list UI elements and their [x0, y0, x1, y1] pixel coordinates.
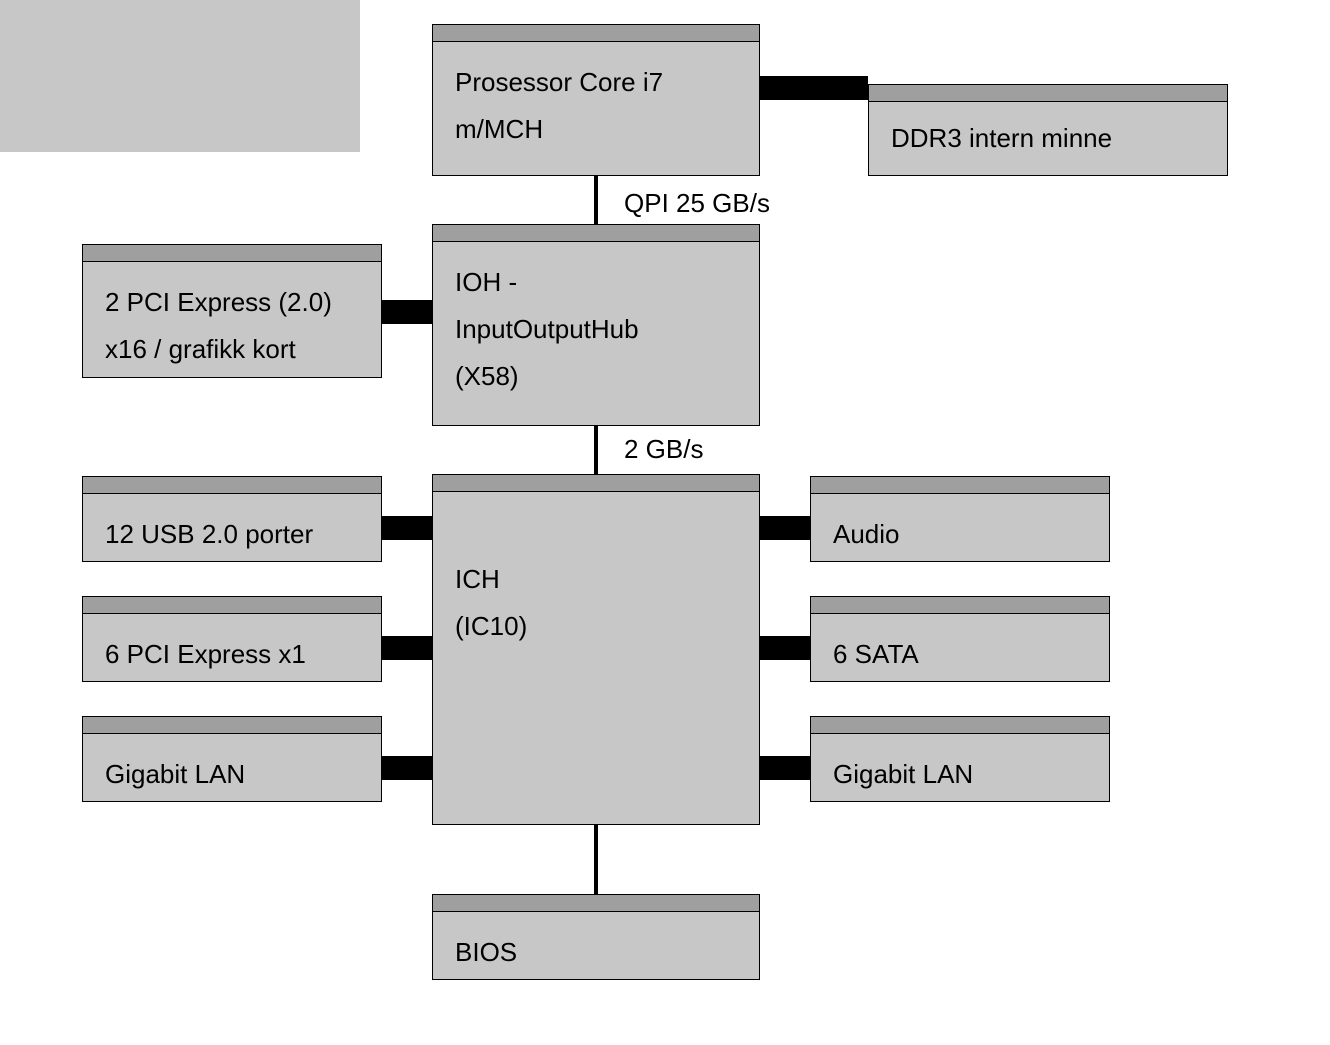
memory-module-front: DDR3 intern minne	[868, 100, 1228, 176]
box-top-strip	[810, 596, 1110, 614]
box-pcie_x1: 6 PCI Express x1	[82, 612, 382, 682]
connector-ich-lan-r	[760, 756, 810, 780]
box-top-strip	[82, 716, 382, 734]
connector-ich-sata	[760, 636, 810, 660]
box-sata: 6 SATA	[810, 612, 1110, 682]
chipset-diagram: QPI 25 GB/s 2 GB/s DDR3 intern minne Proses…	[0, 0, 1330, 1045]
connector-ioh-ich	[594, 426, 598, 474]
box-label-usb: 12 USB 2.0 porter	[105, 511, 313, 558]
box-top-strip	[82, 596, 382, 614]
box-top-strip	[432, 24, 760, 42]
box-top-strip	[810, 716, 1110, 734]
connector-label-ioh-ich: 2 GB/s	[614, 430, 713, 469]
connector-label-cpu-ioh: QPI 25 GB/s	[614, 184, 780, 223]
box-top-strip	[432, 224, 760, 242]
connector-ich-pciex1	[382, 636, 432, 660]
box-label-lan_r: Gigabit LAN	[833, 751, 973, 798]
box-label-audio: Audio	[833, 511, 900, 558]
box-label-cpu: Prosessor Core i7 m/MCH	[455, 59, 663, 153]
box-label-sata: 6 SATA	[833, 631, 919, 678]
box-top-strip	[82, 244, 382, 262]
box-pcie_x16: 2 PCI Express (2.0) x16 / grafikk kort	[82, 260, 382, 378]
box-lan_l: Gigabit LAN	[82, 732, 382, 802]
box-label-pcie_x16: 2 PCI Express (2.0) x16 / grafikk kort	[105, 279, 332, 373]
box-lan_r: Gigabit LAN	[810, 732, 1110, 802]
box-cpu: Prosessor Core i7 m/MCH	[432, 40, 760, 176]
box-label-ioh: IOH - InputOutputHub (X58)	[455, 259, 639, 399]
box-top-strip	[82, 476, 382, 494]
box-bios: BIOS	[432, 910, 760, 980]
box-top-strip	[432, 474, 760, 492]
box-label-pcie_x1: 6 PCI Express x1	[105, 631, 306, 678]
connector-ich-bios	[594, 825, 598, 895]
connector-ich-usb	[382, 516, 432, 540]
connector-ioh-pciex16	[382, 300, 432, 324]
memory-label: DDR3 intern minne	[891, 123, 1112, 154]
box-top-strip	[868, 84, 1228, 102]
connector-ich-lan-l	[382, 756, 432, 780]
box-top-strip	[810, 476, 1110, 494]
connector-cpu-mem	[760, 76, 868, 100]
connector-ich-audio	[760, 516, 810, 540]
box-label-bios: BIOS	[455, 929, 517, 976]
box-ioh: IOH - InputOutputHub (X58)	[432, 240, 760, 426]
box-top-strip	[432, 894, 760, 912]
connector-cpu-ioh	[594, 176, 598, 224]
box-ich: ICH (IC10)	[432, 490, 760, 825]
box-usb: 12 USB 2.0 porter	[82, 492, 382, 562]
memory-module-back-1	[0, 76, 360, 152]
memory-module-back-0	[0, 0, 360, 76]
box-audio: Audio	[810, 492, 1110, 562]
box-label-ich: ICH (IC10)	[455, 509, 527, 649]
box-label-lan_l: Gigabit LAN	[105, 751, 245, 798]
